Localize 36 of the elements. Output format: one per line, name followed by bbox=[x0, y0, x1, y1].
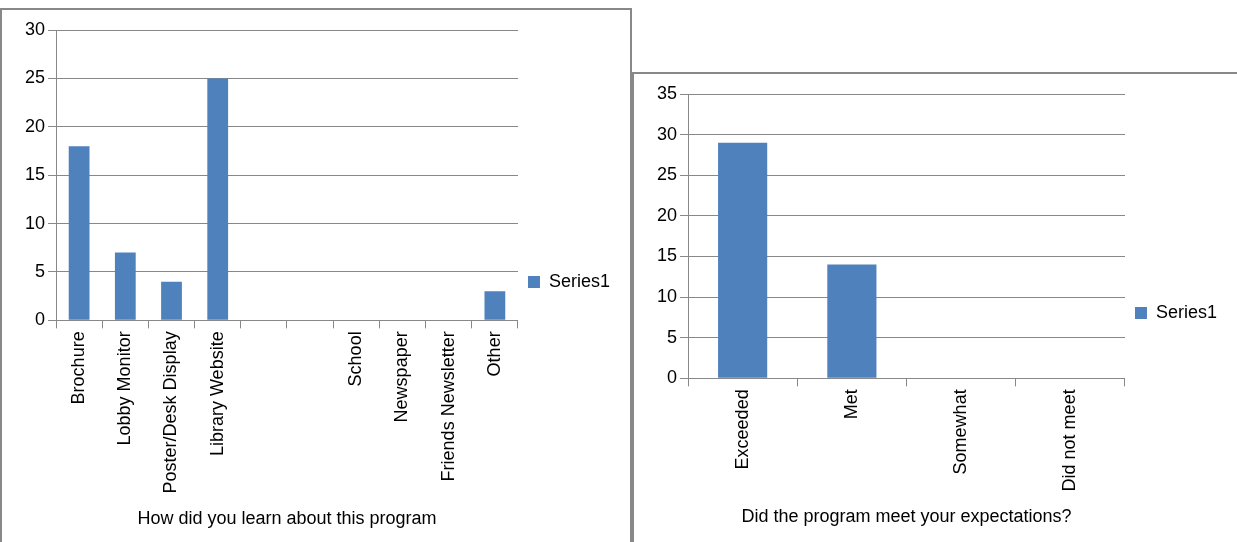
x-tick-label: Lobby Monitor bbox=[114, 331, 135, 446]
x-tick-label: Met bbox=[840, 389, 861, 420]
y-tick-label: 25 bbox=[656, 164, 678, 185]
y-tick-label: 35 bbox=[656, 82, 678, 103]
x-tick-label: Did not meet bbox=[1059, 389, 1080, 492]
bar bbox=[207, 78, 229, 320]
y-tick-label: 30 bbox=[24, 18, 46, 39]
x-tick-label: Poster/Desk Display bbox=[160, 331, 181, 494]
x-tick-label: Other bbox=[483, 331, 504, 377]
y-tick-label: 10 bbox=[656, 286, 678, 307]
bar bbox=[68, 146, 90, 320]
y-tick-label: 30 bbox=[656, 123, 678, 144]
y-tick-label: 10 bbox=[24, 212, 46, 233]
y-tick-label: 20 bbox=[24, 115, 46, 136]
x-tick-label: Brochure bbox=[68, 331, 89, 405]
y-tick-label: 0 bbox=[667, 367, 678, 388]
x-axis-title: How did you learn about this program bbox=[137, 508, 437, 529]
x-tick-label: Somewhat bbox=[950, 389, 971, 475]
x-tick-label: Library Website bbox=[206, 331, 227, 457]
bar bbox=[114, 252, 136, 320]
y-tick-label: 15 bbox=[24, 164, 46, 185]
x-axis-title: Did the program meet your expectations? bbox=[741, 506, 1072, 527]
x-tick-label: Exceeded bbox=[731, 389, 752, 470]
y-tick-label: 0 bbox=[35, 309, 46, 330]
legend-label: Series1 bbox=[1155, 301, 1217, 322]
y-tick-label: 5 bbox=[667, 326, 678, 347]
x-tick-label: Newspaper bbox=[391, 331, 412, 423]
legend-label: Series1 bbox=[548, 270, 610, 291]
y-tick-label: 20 bbox=[656, 204, 678, 225]
x-tick-label: School bbox=[345, 331, 366, 387]
y-tick-label: 5 bbox=[35, 260, 46, 281]
bar bbox=[161, 281, 182, 320]
y-tick-label: 15 bbox=[656, 245, 678, 266]
y-tick-label: 25 bbox=[24, 67, 46, 88]
x-tick-label: Friends Newsletter bbox=[437, 331, 458, 482]
bar bbox=[484, 291, 506, 320]
